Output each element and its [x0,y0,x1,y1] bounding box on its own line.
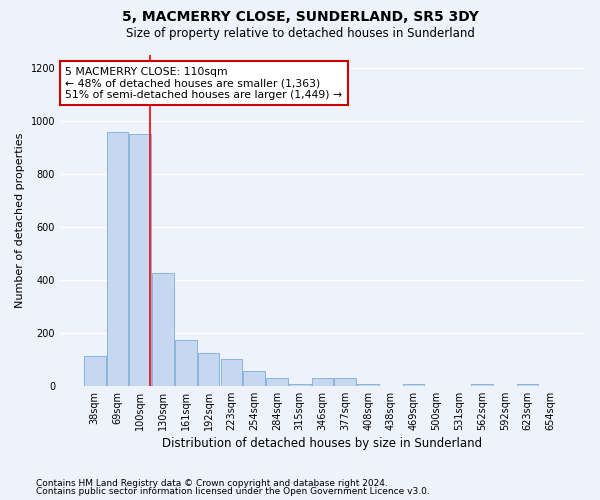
Bar [403,384,424,386]
Text: 5, MACMERRY CLOSE, SUNDERLAND, SR5 3DY: 5, MACMERRY CLOSE, SUNDERLAND, SR5 3DY [122,10,478,24]
Bar [289,384,311,386]
Bar [107,132,128,386]
Text: Contains HM Land Registry data © Crown copyright and database right 2024.: Contains HM Land Registry data © Crown c… [36,478,388,488]
Bar [175,340,197,386]
Bar [334,378,356,386]
Bar [517,384,538,386]
Bar [266,378,288,386]
Text: 5 MACMERRY CLOSE: 110sqm
← 48% of detached houses are smaller (1,363)
51% of sem: 5 MACMERRY CLOSE: 110sqm ← 48% of detach… [65,66,343,100]
Bar [130,134,151,386]
Bar [312,378,334,386]
Bar [244,372,265,386]
Bar [152,274,174,386]
Y-axis label: Number of detached properties: Number of detached properties [15,132,25,308]
X-axis label: Distribution of detached houses by size in Sunderland: Distribution of detached houses by size … [163,437,482,450]
Text: Contains public sector information licensed under the Open Government Licence v3: Contains public sector information licen… [36,487,430,496]
Bar [471,384,493,386]
Bar [198,352,220,386]
Text: Size of property relative to detached houses in Sunderland: Size of property relative to detached ho… [125,28,475,40]
Bar [357,384,379,386]
Bar [221,360,242,386]
Bar [84,356,106,386]
